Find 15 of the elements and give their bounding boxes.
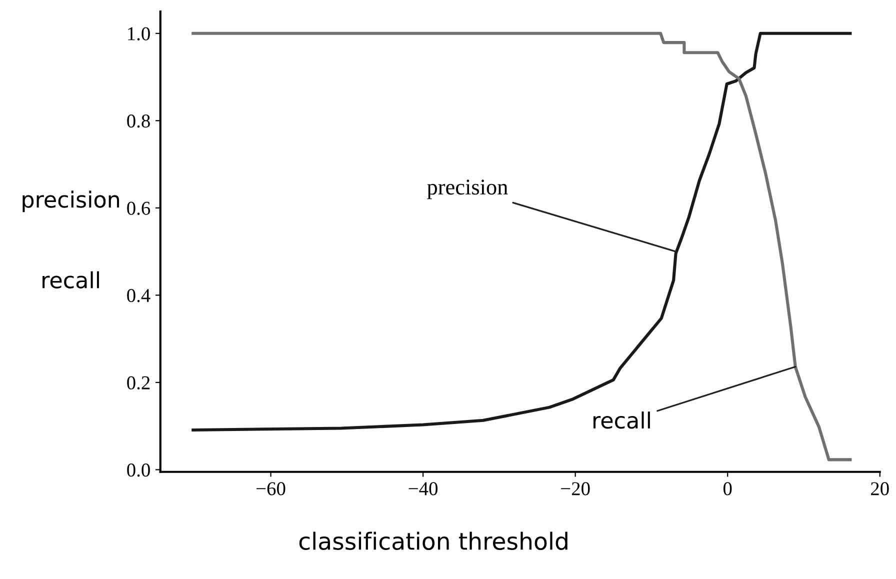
x-tick-label: 20 [871, 482, 889, 496]
x-tick-label: 0 [723, 482, 732, 496]
y-tick-label: 0.2 [127, 376, 150, 390]
annotation: precision [427, 180, 508, 200]
x-tick-label: −60 [256, 482, 286, 496]
y-tick-label: 0.4 [127, 288, 150, 302]
y-tick-label: 0.6 [127, 202, 150, 215]
y-tick-label: 0.0 [127, 464, 150, 477]
x-tick-label: −40 [408, 482, 438, 496]
y-tick-label: 1.0 [128, 27, 150, 40]
x-tick-label: −20 [561, 482, 590, 496]
y-tick-label: 0.8 [127, 114, 150, 128]
text: precision recall [22, 190, 120, 288]
annotation: recall [594, 412, 650, 429]
x-axis-title: classification threshold [299, 532, 568, 550]
